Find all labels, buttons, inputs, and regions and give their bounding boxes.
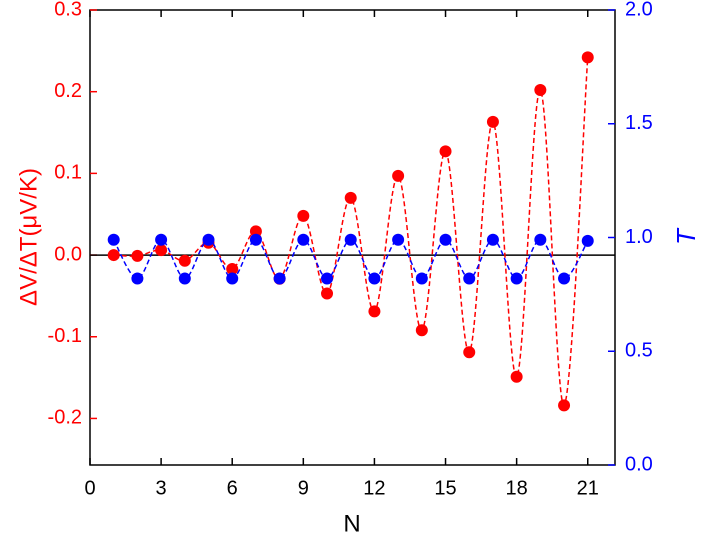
point (226, 262, 239, 275)
y2-tick-label: 2.0 (625, 0, 653, 20)
x-tick-label: 12 (363, 477, 385, 499)
point (321, 272, 334, 285)
x-tick-label: 0 (84, 477, 95, 499)
y-axis-label: ΔV/ΔT(μV/K) (15, 168, 42, 306)
x-axis-label: N (343, 510, 360, 537)
point (534, 233, 547, 246)
x-tick-label: 18 (506, 477, 528, 499)
point (463, 272, 476, 285)
point (392, 233, 405, 246)
point (344, 191, 357, 204)
x-tick-label: 9 (298, 477, 309, 499)
y2-tick-label: 0.0 (625, 453, 653, 475)
point (486, 115, 499, 128)
y-tick-label: -0.2 (48, 407, 82, 429)
point (107, 233, 120, 246)
point (273, 272, 286, 285)
point (155, 233, 168, 246)
point (581, 51, 594, 64)
x-tick-label: 6 (227, 477, 238, 499)
point (178, 254, 191, 267)
x-tick-label: 3 (156, 477, 167, 499)
y-tick-label: -0.1 (48, 325, 82, 347)
point (581, 234, 594, 247)
point (534, 84, 547, 97)
point (558, 272, 571, 285)
y-tick-label: 0.1 (54, 162, 82, 184)
y2-tick-label: 0.5 (625, 340, 653, 362)
point (368, 305, 381, 318)
point (297, 233, 310, 246)
point (510, 272, 523, 285)
y2-tick-label: 1.5 (625, 112, 653, 134)
point (415, 272, 428, 285)
point (344, 233, 357, 246)
point (392, 169, 405, 182)
y2-axis-label: T (671, 227, 701, 245)
point (107, 249, 120, 262)
y2-tick-label: 1.0 (625, 226, 653, 248)
y-tick-label: 0.3 (54, 0, 82, 20)
point (510, 370, 523, 383)
point (131, 249, 144, 262)
series-line (113, 57, 589, 407)
point (368, 272, 381, 285)
point (321, 287, 334, 300)
point (486, 233, 499, 246)
point (178, 272, 191, 285)
y-tick-label: 0.2 (54, 80, 82, 102)
x-tick-label: 21 (577, 477, 599, 499)
point (558, 399, 571, 412)
point (131, 272, 144, 285)
point (249, 233, 262, 246)
point (249, 225, 262, 238)
point (226, 272, 239, 285)
point (415, 324, 428, 337)
point (439, 145, 452, 158)
x-tick-label: 15 (434, 477, 456, 499)
y-tick-label: 0.0 (54, 243, 82, 265)
point (463, 346, 476, 359)
point (202, 233, 215, 246)
point (439, 233, 452, 246)
point (155, 244, 168, 257)
point (297, 209, 310, 222)
